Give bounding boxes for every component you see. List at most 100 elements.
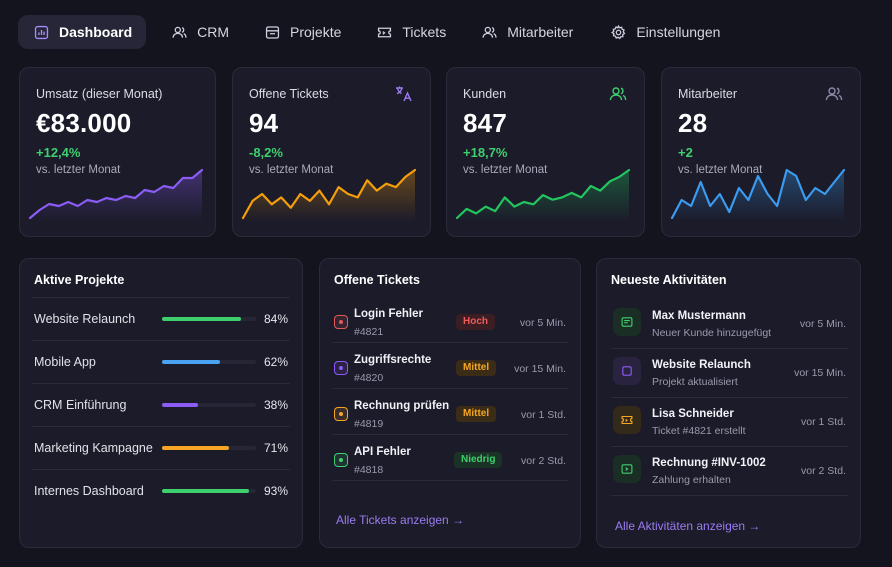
- activity-description: Ticket #4821 erstellt: [652, 425, 746, 437]
- project-name: Internes Dashboard: [34, 483, 144, 498]
- square-icon: [613, 357, 641, 385]
- activity-row[interactable]: Website Relaunch Projekt aktualisiert vor …: [611, 348, 848, 398]
- priority-badge: Niedrig: [454, 452, 503, 468]
- progress-fill: [162, 316, 241, 321]
- stat-value: 28: [678, 108, 708, 138]
- project-row[interactable]: Internes Dashboard 93%: [32, 469, 290, 511]
- ticket-time: vor 15 Min.: [514, 363, 566, 375]
- sparkline-chart: [28, 168, 204, 222]
- activity-row[interactable]: Max Mustermann Neuer Kunde hinzugefügt vor…: [611, 299, 848, 349]
- users-icon: [608, 84, 628, 104]
- activity-time: vor 2 Std.: [801, 465, 846, 477]
- nav-label: Tickets: [402, 24, 447, 40]
- progress-fill: [162, 402, 198, 407]
- stat-delta: +18,7%: [463, 145, 508, 160]
- ticket-icon: [613, 406, 641, 434]
- activity-title: Lisa Schneider: [652, 408, 734, 420]
- activity-description: Zahlung erhalten: [652, 474, 731, 486]
- ticket-icon: [375, 23, 393, 41]
- nav-dashboard[interactable]: Dashboard: [18, 15, 147, 49]
- project-percent: 84%: [263, 311, 288, 326]
- panel-neueste-aktivitaeten: Neueste Aktivitäten Max Mustermann Neuer …: [596, 258, 861, 548]
- progress-fill: [162, 488, 250, 493]
- nav-tickets[interactable]: Tickets: [361, 15, 460, 49]
- ticket-id: #4818: [354, 464, 384, 476]
- project-row[interactable]: CRM Einführung 38%: [32, 383, 290, 425]
- ticket-id: #4820: [354, 372, 384, 384]
- nav-projekte[interactable]: Projekte: [249, 15, 355, 49]
- panel-aktive-projekte: Aktive Projekte Website Relaunch 84% Mobil…: [19, 258, 303, 548]
- project-name: CRM Einführung: [34, 397, 127, 412]
- chart-bar-icon: [32, 23, 50, 41]
- project-row[interactable]: Marketing Kampagne 71%: [32, 426, 290, 468]
- users-icon: [824, 84, 844, 104]
- progress-bar: [162, 316, 256, 321]
- nav-crm[interactable]: CRM: [156, 15, 243, 49]
- stat-title: Kunden: [463, 87, 507, 101]
- payment-icon: [613, 455, 641, 483]
- ticket-time: vor 1 Std.: [521, 409, 566, 421]
- stat-card-kunden: Kunden 847 +18,7% vs. letzter Monat: [446, 67, 645, 237]
- activity-row[interactable]: Rechnung #INV-1002 Zahlung erhalten vor 2 …: [611, 446, 848, 496]
- ticket-time: vor 2 Std.: [521, 455, 566, 467]
- panel-title: Neueste Aktivitäten: [611, 273, 727, 287]
- panel-title: Aktive Projekte: [34, 273, 125, 287]
- ticket-status-icon: [334, 453, 348, 467]
- sparkline-line: [455, 168, 631, 220]
- nav-einstellungen[interactable]: Einstellungen: [595, 15, 734, 49]
- ticket-row[interactable]: Login Fehler #4821 Hoch vor 5 Min.: [332, 297, 568, 343]
- sparkline-area: [30, 170, 202, 222]
- stat-delta: +12,4%: [36, 145, 81, 160]
- priority-badge: Mittel: [456, 406, 497, 422]
- project-name: Marketing Kampagne: [34, 440, 153, 455]
- stat-value: 94: [249, 108, 279, 138]
- nav-mitarbeiter[interactable]: Mitarbeiter: [466, 15, 587, 49]
- ticket-row[interactable]: Zugriffsrechte #4820 Mittel vor 15 Min.: [332, 343, 568, 389]
- activity-description: Neuer Kunde hinzugefügt: [652, 327, 772, 339]
- activity-title: Max Mustermann: [652, 310, 746, 322]
- project-name: Website Relaunch: [34, 311, 136, 326]
- view-all-activities-link[interactable]: Alle Aktivitäten anzeigen →: [615, 519, 761, 533]
- ticket-id: #4819: [354, 418, 384, 430]
- gear-icon: [609, 23, 627, 41]
- activity-title: Rechnung #INV-1002: [652, 457, 766, 469]
- nav-label: Projekte: [290, 24, 342, 40]
- progress-fill: [162, 359, 221, 364]
- sparkline-area: [243, 170, 415, 222]
- stat-card-offene-tickets: Offene Tickets 94 -8,2% vs. letzter Mona…: [232, 67, 431, 237]
- stat-title: Offene Tickets: [249, 87, 329, 101]
- activity-time: vor 1 Std.: [801, 416, 846, 428]
- nav-label: CRM: [197, 24, 230, 40]
- project-percent: 38%: [263, 397, 288, 412]
- stat-value: €83.000: [36, 108, 132, 138]
- project-row[interactable]: Website Relaunch 84%: [32, 297, 290, 339]
- ticket-status-icon: [334, 407, 348, 421]
- ticket-title: Login Fehler: [354, 308, 423, 320]
- activity-title: Website Relaunch: [652, 359, 751, 371]
- stat-delta: +2: [678, 145, 693, 160]
- sparkline-area: [672, 170, 844, 222]
- activity-row[interactable]: Lisa Schneider Ticket #4821 erstellt vor 1…: [611, 397, 848, 447]
- sparkline-line: [670, 168, 846, 220]
- ticket-row[interactable]: API Fehler #4818 Niedrig vor 2 Std.: [332, 435, 568, 481]
- stat-title: Mitarbeiter: [678, 87, 738, 101]
- project-name: Mobile App: [34, 354, 96, 369]
- project-percent: 62%: [263, 354, 288, 369]
- ticket-status-icon: [334, 315, 348, 329]
- sparkline-line: [28, 168, 204, 220]
- top-navigation: Dashboard CRM Projekte Tickets Mitarbeit…: [18, 14, 734, 50]
- sparkline-chart: [670, 168, 846, 222]
- priority-badge: Mittel: [456, 360, 497, 376]
- users-icon: [170, 23, 188, 41]
- stat-card-mitarbeiter: Mitarbeiter 28 +2 vs. letzter Monat: [661, 67, 861, 237]
- priority-badge: Hoch: [456, 314, 495, 330]
- project-percent: 93%: [263, 483, 288, 498]
- ticket-row[interactable]: Rechnung prüfen #4819 Mittel vor 1 Std.: [332, 389, 568, 435]
- project-row[interactable]: Mobile App 62%: [32, 340, 290, 382]
- activity-time: vor 5 Min.: [799, 318, 846, 330]
- stat-subtext: vs. letzter Monat: [678, 164, 763, 176]
- progress-fill: [162, 445, 229, 450]
- stat-subtext: vs. letzter Monat: [36, 164, 121, 176]
- view-all-tickets-link[interactable]: Alle Tickets anzeigen →: [336, 513, 465, 527]
- translate-icon: [394, 84, 414, 104]
